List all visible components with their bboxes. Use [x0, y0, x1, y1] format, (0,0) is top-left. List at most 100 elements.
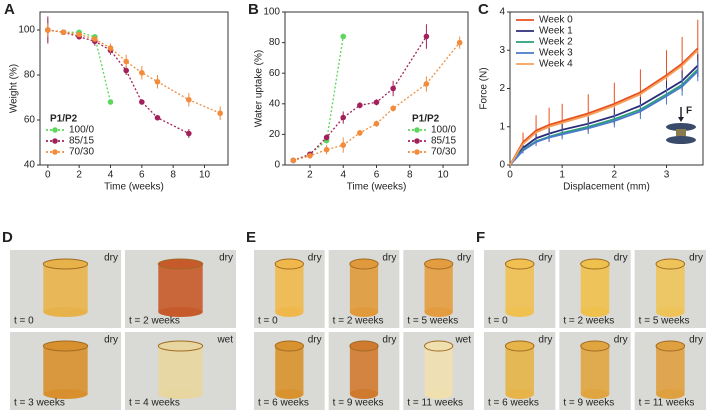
- sample-top: [580, 258, 610, 270]
- sample-top: [157, 258, 204, 270]
- data-point: [340, 142, 347, 148]
- sample-bottom: [43, 307, 88, 317]
- sample-bottom: [656, 307, 685, 317]
- series-line: [47, 29, 190, 135]
- sample-state: dry: [382, 253, 396, 264]
- data-point: [373, 99, 380, 106]
- sample-body: [43, 264, 88, 312]
- sample-time: t = 3 weeks: [14, 398, 65, 409]
- legend-label: Week 2: [539, 37, 573, 48]
- data-point: [123, 67, 129, 74]
- legend-label: 70/30: [69, 147, 94, 158]
- data-point: [217, 110, 223, 117]
- data-point: [373, 120, 380, 127]
- legend-label: 100/0: [69, 125, 94, 136]
- panel-label: C: [478, 1, 489, 18]
- sample-top: [655, 258, 686, 270]
- data-point: [107, 45, 114, 51]
- legend-marker: [52, 149, 58, 155]
- data-point: [186, 96, 192, 103]
- sample-bottom: [158, 389, 203, 399]
- data-point: [290, 157, 297, 164]
- sample-body: [275, 346, 304, 394]
- x-tick-label: 2: [612, 170, 618, 181]
- sample-top: [274, 258, 304, 270]
- y-tick-label: 2: [499, 83, 505, 94]
- legend-label: Week 0: [539, 15, 573, 26]
- sample-state: wet: [454, 335, 471, 346]
- legend-label: 85/15: [69, 136, 94, 147]
- x-tick-label: 2: [76, 170, 82, 181]
- legend-title: P1/P2: [50, 114, 78, 125]
- inset-plate: [666, 136, 696, 144]
- sample-top: [504, 340, 535, 352]
- sample-time: t = 11 weeks: [407, 398, 463, 409]
- sample-time: t = 9 weeks: [333, 398, 384, 409]
- x-tick-label: 0: [45, 170, 51, 181]
- sample-bottom: [349, 307, 379, 317]
- data-point: [154, 78, 161, 85]
- data-point: [92, 36, 98, 42]
- sample-bottom: [505, 307, 534, 317]
- sample-state: dry: [457, 253, 471, 264]
- sample-state: dry: [538, 253, 552, 264]
- y-tick-label: 0: [274, 160, 280, 171]
- sample-time: t = 9 weeks: [563, 398, 614, 409]
- y-tick-label: 3: [499, 45, 505, 56]
- sample-bottom: [580, 307, 610, 317]
- sample-body: [505, 264, 534, 312]
- sample-time: t = 5 weeks: [407, 316, 458, 327]
- sample-top: [349, 258, 379, 270]
- sample-body: [43, 346, 88, 394]
- x-tick-label: 6: [139, 170, 145, 181]
- x-tick-label: 6: [374, 170, 380, 181]
- panel-label: D: [2, 229, 13, 246]
- legend-label: 100/0: [431, 125, 456, 136]
- x-axis-label: Time (weeks): [347, 182, 407, 193]
- sample-bottom: [580, 389, 610, 399]
- data-point: [340, 114, 347, 121]
- data-point: [107, 99, 114, 105]
- data-point: [45, 27, 51, 33]
- legend-label: 70/30: [431, 147, 456, 158]
- sample-top: [349, 340, 379, 352]
- sample-state: dry: [308, 335, 322, 346]
- sample-top: [42, 340, 89, 352]
- sample-body: [158, 264, 203, 312]
- sample-top: [655, 340, 686, 352]
- series-line: [509, 68, 699, 166]
- series-line: [509, 64, 699, 166]
- panel-label: E: [246, 229, 256, 246]
- y-axis-label: Weight (%): [9, 64, 20, 113]
- sample-state: dry: [104, 253, 118, 264]
- sample-state: dry: [614, 335, 628, 346]
- series-line: [509, 49, 699, 166]
- sample-state: dry: [538, 335, 552, 346]
- data-point: [76, 31, 82, 38]
- x-tick-label: 3: [664, 170, 670, 181]
- sample-time: t = 5 weeks: [639, 316, 690, 327]
- panel-label: A: [4, 1, 15, 18]
- sample-time: t = 11 weeks: [639, 398, 695, 409]
- sample-body: [158, 346, 203, 394]
- data-point: [357, 102, 363, 109]
- sample-body: [580, 264, 610, 312]
- series-line: [293, 36, 427, 162]
- x-tick-label: 10: [437, 170, 449, 181]
- y-tick-label: 80: [269, 37, 281, 48]
- y-tick-label: 40: [24, 160, 36, 171]
- sample-top: [274, 340, 304, 352]
- data-point: [340, 33, 347, 40]
- x-axis-label: Displacement (mm): [563, 182, 650, 193]
- x-tick-label: 4: [108, 170, 114, 181]
- sample-body: [349, 264, 379, 312]
- legend-marker: [52, 127, 58, 133]
- series-line: [47, 29, 112, 103]
- sample-top: [504, 258, 535, 270]
- legend-label: Week 4: [539, 59, 573, 70]
- sample-bottom: [349, 389, 379, 399]
- data-point: [186, 130, 192, 137]
- sample-time: t = 2 weeks: [129, 316, 180, 327]
- inset-plate: [666, 123, 696, 131]
